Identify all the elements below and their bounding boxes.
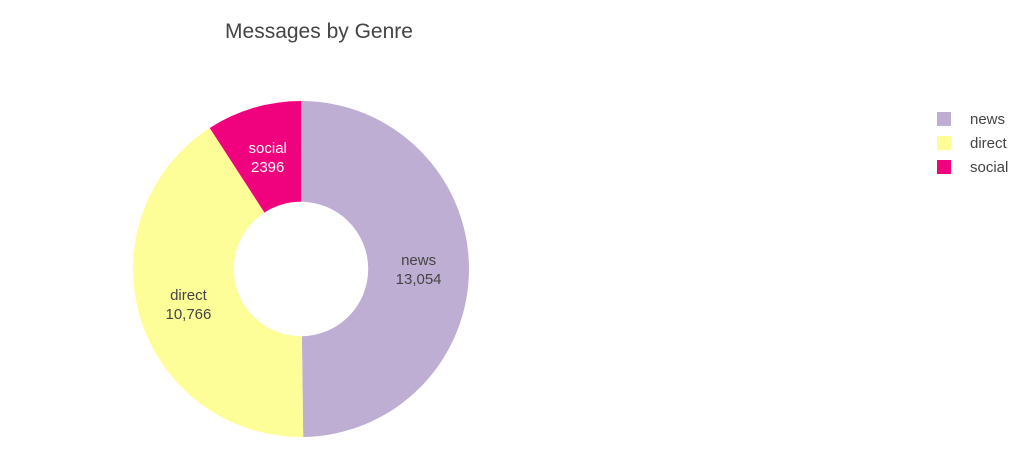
legend-label-news[interactable]: news	[970, 111, 1005, 128]
slice-label-name: social	[249, 140, 287, 157]
pie-slice-social	[209, 101, 301, 213]
slice-label-value: 10,766	[165, 306, 211, 323]
legend: news direct social	[937, 111, 1008, 176]
slice-label-value: 13,054	[396, 271, 442, 288]
pie-slice-direct	[132, 127, 304, 438]
slice-label-name: direct	[170, 287, 208, 304]
slice-label-news: news 13,054	[396, 252, 442, 288]
legend-label-social[interactable]: social	[970, 159, 1008, 176]
legend-label-direct[interactable]: direct	[970, 135, 1008, 152]
legend-swatch-social[interactable]	[937, 160, 951, 174]
legend-swatch-direct[interactable]	[937, 136, 951, 150]
slice-label-social: social 2396	[249, 140, 287, 176]
chart-title: Messages by Genre	[225, 20, 413, 43]
pie-slice-news	[301, 101, 470, 437]
legend-swatch-news[interactable]	[937, 112, 951, 126]
slice-label-name: news	[401, 252, 436, 269]
pie-slices	[132, 101, 470, 438]
slice-label-direct: direct 10,766	[165, 287, 211, 323]
slice-labels: news 13,054 direct 10,766 social 2396	[165, 140, 441, 323]
slice-label-value: 2396	[251, 159, 284, 176]
